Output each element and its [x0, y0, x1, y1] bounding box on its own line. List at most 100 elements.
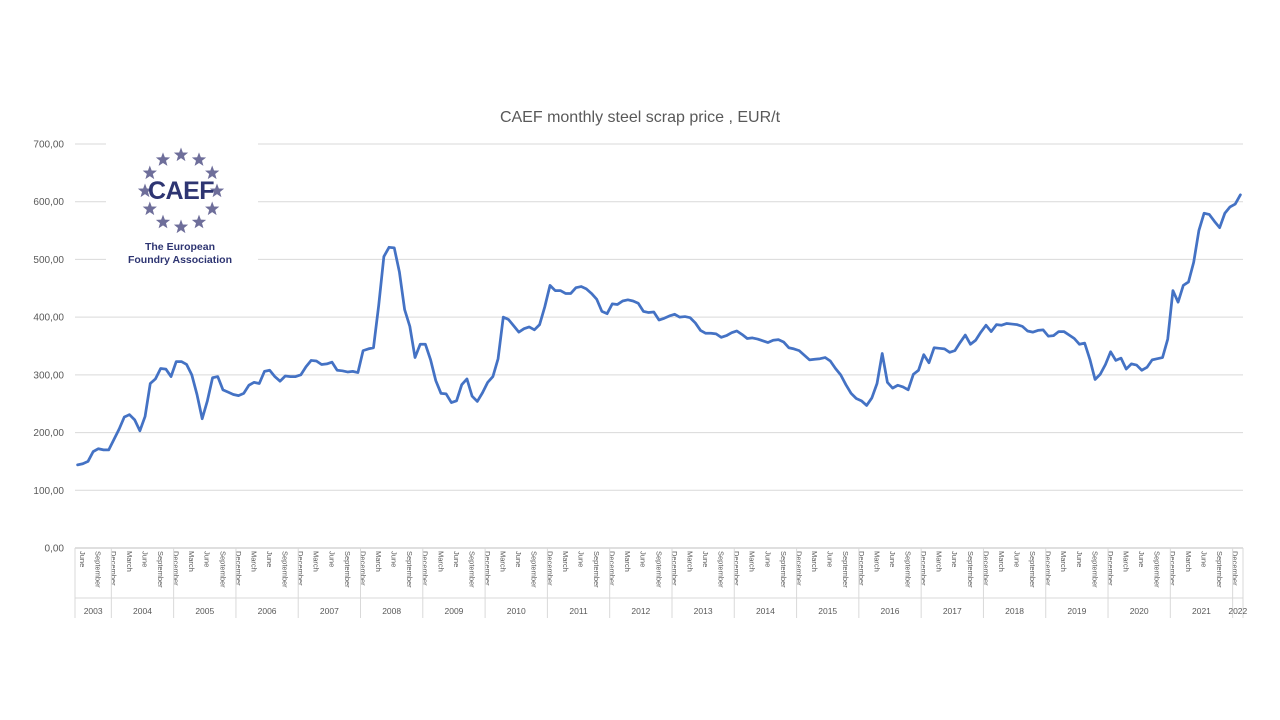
data-point	[1088, 358, 1091, 361]
star-icon	[209, 183, 225, 198]
x-tick-label-month: March	[872, 551, 881, 572]
data-point	[502, 316, 505, 319]
data-point	[798, 349, 801, 352]
data-point	[289, 375, 292, 378]
data-point	[268, 369, 271, 372]
x-tick-label-month: December	[670, 551, 679, 586]
x-tick-label-month: June	[1199, 551, 1208, 567]
data-point	[751, 337, 754, 340]
data-point	[149, 382, 152, 385]
x-tick-label-month: December	[172, 551, 181, 586]
data-point	[538, 323, 541, 326]
data-point	[1166, 338, 1169, 341]
data-point	[772, 339, 775, 342]
data-point	[377, 304, 380, 307]
x-tick-label-month: December	[1106, 551, 1115, 586]
y-tick-label: 700,00	[33, 140, 64, 151]
x-tick-label-month: December	[296, 551, 305, 586]
x-tick-label-month: June	[1012, 551, 1021, 567]
data-point	[331, 361, 334, 364]
x-tick-label-month: December	[1231, 551, 1240, 586]
data-point	[1037, 329, 1040, 332]
data-point	[1239, 193, 1242, 196]
data-point	[595, 298, 598, 301]
data-point	[81, 462, 84, 465]
y-tick-label: 400,00	[33, 313, 64, 324]
data-point	[206, 399, 209, 402]
data-point	[92, 450, 95, 453]
y-tick-label: 100,00	[33, 486, 64, 497]
data-point	[1223, 212, 1226, 215]
x-tick-label-month: June	[327, 551, 336, 567]
data-point	[305, 365, 308, 368]
data-point	[128, 413, 131, 416]
data-point	[668, 315, 671, 318]
data-point	[870, 397, 873, 400]
x-tick-label-month: March	[810, 551, 819, 572]
x-tick-label-year: 2014	[756, 606, 775, 616]
data-point	[1208, 213, 1211, 216]
x-tick-label-month: March	[499, 551, 508, 572]
data-point	[325, 362, 328, 365]
data-point	[1052, 334, 1055, 337]
data-point	[907, 388, 910, 391]
data-point	[242, 392, 245, 395]
data-point	[196, 393, 199, 396]
data-point	[1021, 325, 1024, 328]
data-point	[1005, 322, 1008, 325]
data-point	[294, 375, 297, 378]
data-point	[1000, 324, 1003, 327]
data-point	[673, 313, 676, 316]
x-tick-label-month: December	[1168, 551, 1177, 586]
data-point	[517, 331, 520, 334]
data-point	[1031, 331, 1034, 334]
data-point	[466, 378, 469, 381]
data-point	[403, 308, 406, 311]
data-point	[902, 386, 905, 389]
x-tick-label-month: September	[717, 551, 726, 588]
data-point	[507, 318, 510, 321]
data-point	[87, 460, 90, 463]
data-point	[611, 302, 614, 305]
x-tick-label-year: 2004	[133, 606, 152, 616]
x-tick-label-year: 2013	[694, 606, 713, 616]
y-axis-tick-labels: 0,00 100,00 200,00 300,00 400,00 500,00 600,00…	[33, 140, 64, 555]
logo-name-line-2: Foundry Association	[128, 254, 232, 266]
data-point	[626, 298, 629, 301]
data-point	[1083, 342, 1086, 345]
x-tick-label-month: June	[140, 551, 149, 567]
data-point	[720, 336, 723, 339]
data-point	[559, 289, 562, 292]
x-tick-label-month: December	[109, 551, 118, 586]
star-ring-icon	[137, 147, 225, 234]
data-point	[943, 347, 946, 350]
x-tick-label-month: June	[826, 551, 835, 567]
star-icon	[191, 152, 207, 166]
data-point	[382, 255, 385, 258]
data-point	[1104, 363, 1107, 366]
data-point	[476, 400, 479, 403]
data-point	[216, 375, 219, 378]
data-point	[793, 347, 796, 350]
data-point	[689, 316, 692, 319]
data-point	[886, 381, 889, 384]
x-tick-label-month: December	[794, 551, 803, 586]
data-point	[642, 310, 645, 313]
data-point	[107, 448, 110, 451]
star-icon	[155, 152, 171, 166]
data-point	[564, 292, 567, 295]
data-point	[1078, 343, 1081, 346]
data-point	[320, 363, 323, 366]
series-steel-scrap-price	[76, 193, 1242, 467]
data-point	[445, 393, 448, 396]
x-tick-label-month: March	[623, 551, 632, 572]
star-icon	[142, 201, 157, 216]
data-point	[357, 371, 360, 374]
data-point	[1130, 362, 1133, 365]
x-tick-label-year: 2019	[1067, 606, 1086, 616]
data-point	[185, 363, 188, 366]
x-tick-label-month: June	[763, 551, 772, 567]
data-point	[175, 360, 178, 363]
x-tick-label-year: 2016	[881, 606, 900, 616]
